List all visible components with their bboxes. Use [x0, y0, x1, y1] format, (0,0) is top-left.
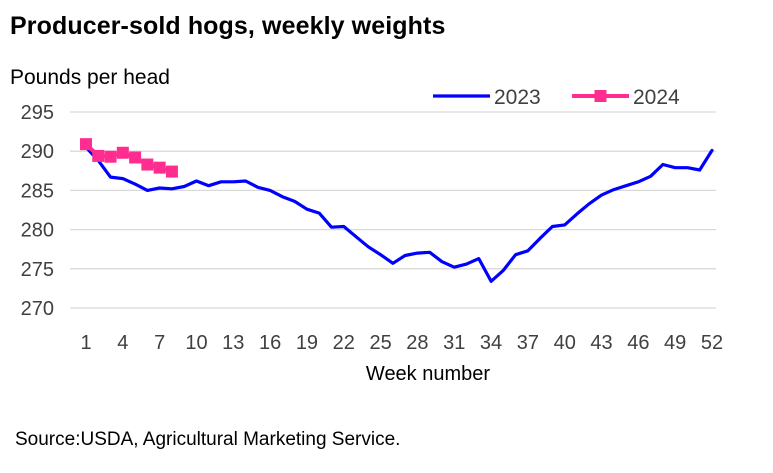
- legend-label-2023: 2023: [494, 86, 541, 109]
- x-tick-34: 34: [480, 332, 502, 354]
- point-2024-week-5: [129, 151, 142, 164]
- x-tick-43: 43: [590, 332, 612, 354]
- x-tick-13: 13: [222, 332, 244, 354]
- point-2024-week-4: [116, 146, 129, 159]
- y-axis-label: Pounds per head: [10, 66, 170, 89]
- x-tick-1: 1: [80, 332, 91, 354]
- point-2024-week-2: [92, 149, 105, 162]
- y-tick-285: 285: [21, 180, 54, 202]
- legend: 2023 2024: [433, 86, 680, 109]
- y-tick-270: 270: [21, 298, 54, 320]
- x-axis-title: Week number: [366, 363, 490, 385]
- x-tick-4: 4: [117, 332, 128, 354]
- x-tick-49: 49: [664, 332, 686, 354]
- x-tick-10: 10: [185, 332, 207, 354]
- y-tick-295: 295: [21, 102, 54, 124]
- y-tick-280: 280: [21, 220, 54, 242]
- point-2024-week-1: [80, 138, 92, 151]
- point-2024-week-6: [141, 158, 154, 171]
- series-group: [80, 138, 714, 283]
- x-tick-40: 40: [554, 332, 576, 354]
- x-tick-25: 25: [369, 332, 391, 354]
- point-2024-week-8: [165, 165, 178, 178]
- x-tick-52: 52: [701, 332, 723, 354]
- x-tick-labels: 1 4 7 10 13 16 19 22 25 28 31 34 37 40 43 46 49 52: [80, 332, 723, 354]
- x-tick-31: 31: [443, 332, 465, 354]
- x-tick-19: 19: [296, 332, 318, 354]
- y-tick-275: 275: [21, 259, 54, 281]
- source-note: Source:USDA, Agricultural Marketing Serv…: [15, 429, 401, 450]
- y-tick-labels: 270 275 280 285 290 295: [21, 102, 54, 320]
- legend-label-2024: 2024: [633, 86, 680, 109]
- x-tick-16: 16: [259, 332, 281, 354]
- chart-title: Producer-sold hogs, weekly weights: [10, 12, 446, 40]
- point-2024-week-7: [153, 161, 166, 174]
- legend-marker-2024: [594, 90, 607, 102]
- point-2024-week-3: [104, 150, 117, 163]
- x-tick-22: 22: [333, 332, 355, 354]
- x-tick-7: 7: [154, 332, 165, 354]
- x-tick-37: 37: [517, 332, 539, 354]
- x-tick-46: 46: [627, 332, 649, 354]
- gridlines: [70, 111, 716, 309]
- x-tick-28: 28: [406, 332, 428, 354]
- y-tick-290: 290: [21, 141, 54, 163]
- series-line-2023: [84, 145, 714, 283]
